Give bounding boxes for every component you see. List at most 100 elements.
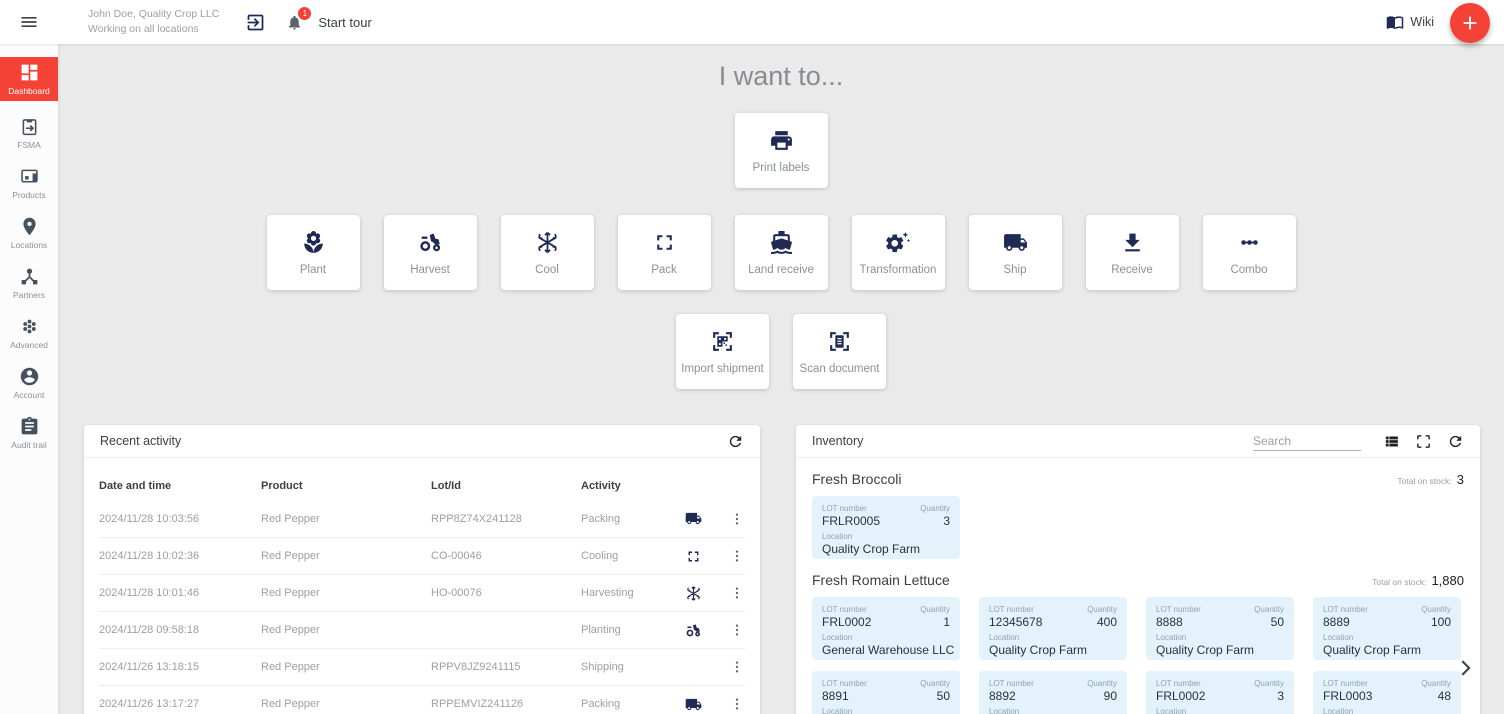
column-header-product: Product	[261, 479, 303, 492]
lot-number-label: LOT number	[989, 679, 1034, 688]
cell-lot: RPP8Z74X241128	[431, 512, 522, 525]
action-card[interactable]: Combo	[1202, 215, 1296, 290]
secondary-action-row: Import shipment Scan document	[58, 314, 1504, 389]
action-card[interactable]: Land receive	[734, 215, 828, 290]
action-row: Plant Harvest Cool Pack Land receive Tra…	[58, 215, 1504, 290]
page-title: I want to...	[718, 61, 844, 91]
action-card[interactable]: Cool	[500, 215, 594, 290]
location-label: Location	[1156, 707, 1187, 714]
next-activity-icon[interactable]	[685, 659, 702, 676]
refresh-icon[interactable]	[727, 433, 744, 450]
next-activity-icon[interactable]	[685, 696, 702, 713]
kebab-menu-icon[interactable]	[729, 659, 745, 675]
lot-number-value: 8892	[989, 689, 1016, 703]
print-labels-card[interactable]: Print labels	[734, 113, 828, 188]
start-tour-link[interactable]: Start tour	[318, 14, 372, 30]
sidebar-item[interactable]: Partners	[0, 258, 58, 308]
lot-card[interactable]: LOT number FRL0002 Quantity 1 Location G…	[812, 597, 960, 660]
lot-number-value: FRL0002	[822, 615, 872, 629]
chevron-right-icon[interactable]	[1454, 657, 1476, 679]
next-activity-icon[interactable]	[685, 585, 702, 602]
search-input[interactable]	[1253, 431, 1361, 451]
product-group-name: Fresh Broccoli	[812, 471, 902, 487]
kebab-menu-icon[interactable]	[729, 585, 745, 601]
sidebar-item[interactable]: Audit trail	[0, 408, 58, 458]
sidebar-item[interactable]: Locations	[0, 208, 58, 258]
recent-activity-table: Date and time Product Lot/Id Activity 20…	[84, 458, 760, 714]
sidebar-item[interactable]: Dashboard	[0, 57, 58, 101]
quantity-value: 48	[1437, 689, 1451, 703]
sidebar-item-label: Account	[13, 390, 45, 400]
action-card[interactable]: Transformation	[851, 215, 945, 290]
quantity-label: Quantity	[920, 504, 950, 513]
lot-card[interactable]: LOT number FRL0002 Quantity 3 Location	[1146, 671, 1294, 714]
next-activity-icon[interactable]	[685, 510, 702, 527]
cell-activity: Cooling	[581, 550, 619, 562]
action-label: Print labels	[752, 161, 810, 174]
next-activity-icon[interactable]	[685, 622, 702, 639]
table-row[interactable]: 2024/11/26 13:17:27 Red Pepper RPPEMVIZ2…	[99, 685, 745, 714]
group-total: Total on stock: 3	[1397, 472, 1464, 487]
action-card[interactable]: Scan document	[793, 314, 886, 389]
lot-card[interactable]: LOT number 8888 Quantity 50 Location Qua…	[1146, 597, 1294, 660]
lot-card[interactable]: LOT number 8889 Quantity 100 Location Qu…	[1313, 597, 1461, 660]
action-label: Receive	[1111, 263, 1153, 276]
action-label: Harvest	[410, 263, 450, 276]
inventory-panel: Inventory Fresh Broccoli Total on stock:…	[796, 425, 1480, 714]
kebab-menu-icon[interactable]	[729, 511, 745, 527]
notifications-button[interactable]: 1	[286, 6, 312, 32]
action-card[interactable]: Pack	[617, 215, 711, 290]
table-row[interactable]: 2024/11/28 10:01:46 Red Pepper HO-00076 …	[99, 574, 745, 611]
switch-location-icon[interactable]	[245, 12, 266, 33]
action-card[interactable]: Harvest	[383, 215, 477, 290]
sidebar-item[interactable]: Products	[0, 158, 58, 208]
kebab-menu-icon[interactable]	[729, 696, 745, 712]
lot-number-label: LOT number	[1323, 605, 1368, 614]
sidebar-item-label: Partners	[12, 290, 46, 300]
quantity-label: Quantity	[920, 679, 950, 688]
table-row[interactable]: 2024/11/28 09:58:18 Red Pepper Planting	[99, 611, 745, 648]
lot-card[interactable]: LOT number 8891 Quantity 50 Location	[812, 671, 960, 714]
kebab-menu-icon[interactable]	[729, 622, 745, 638]
table-row[interactable]: 2024/11/28 10:03:56 Red Pepper RPP8Z74X2…	[99, 500, 745, 537]
next-activity-icon[interactable]	[685, 548, 702, 565]
wiki-link[interactable]: Wiki	[1386, 13, 1434, 31]
action-card[interactable]: Plant	[266, 215, 360, 290]
menu-icon	[19, 12, 39, 32]
lot-number-label: LOT number	[822, 605, 867, 614]
refresh-icon[interactable]	[1447, 433, 1464, 450]
lot-card[interactable]: LOT number FRL0003 Quantity 48 Location	[1313, 671, 1461, 714]
kebab-menu-icon[interactable]	[729, 548, 745, 564]
sidebar-item[interactable]: FSMA	[0, 108, 58, 158]
column-header-datetime: Date and time	[99, 479, 172, 492]
action-icon	[769, 230, 794, 255]
action-card[interactable]: Receive	[1085, 215, 1179, 290]
total-on-stock-value: 3	[1456, 472, 1464, 487]
quantity-label: Quantity	[1421, 605, 1451, 614]
table-row[interactable]: 2024/11/28 10:02:36 Red Pepper CO-00046 …	[99, 537, 745, 574]
sidebar-item[interactable]: Account	[0, 358, 58, 408]
cell-lot: HO-00076	[431, 587, 482, 599]
inventory-group-header: Fresh Romain Lettuce Total on stock: 1,8…	[796, 559, 1480, 597]
lot-card[interactable]: LOT number FRLR0005 Quantity 3 Location …	[812, 496, 960, 559]
action-card[interactable]: Import shipment	[676, 314, 769, 389]
action-label: Combo	[1230, 263, 1268, 276]
user-info[interactable]: John Doe, Quality Crop LLC Working on al…	[88, 7, 219, 37]
menu-button[interactable]	[0, 0, 58, 44]
inventory-toolbar	[1383, 433, 1464, 450]
sidebar-item[interactable]: Advanced	[0, 308, 58, 358]
lot-card[interactable]: LOT number 8892 Quantity 90 Location	[979, 671, 1127, 714]
quantity-value: 3	[943, 514, 950, 528]
sidebar-item-icon	[19, 266, 40, 287]
lot-number-value: 12345678	[989, 615, 1043, 629]
lot-card[interactable]: LOT number 12345678 Quantity 400 Locatio…	[979, 597, 1127, 660]
product-group-name: Fresh Romain Lettuce	[812, 572, 950, 588]
add-button[interactable]	[1450, 3, 1490, 43]
action-card[interactable]: Ship	[968, 215, 1062, 290]
expand-icon[interactable]	[1415, 433, 1432, 450]
table-row[interactable]: 2024/11/26 13:18:15 Red Pepper RPPV8JZ92…	[99, 648, 745, 685]
list-view-icon[interactable]	[1383, 433, 1400, 450]
bell-icon	[286, 13, 303, 32]
quantity-label: Quantity	[1421, 679, 1451, 688]
cell-datetime: 2024/11/28 10:02:36	[99, 550, 200, 562]
